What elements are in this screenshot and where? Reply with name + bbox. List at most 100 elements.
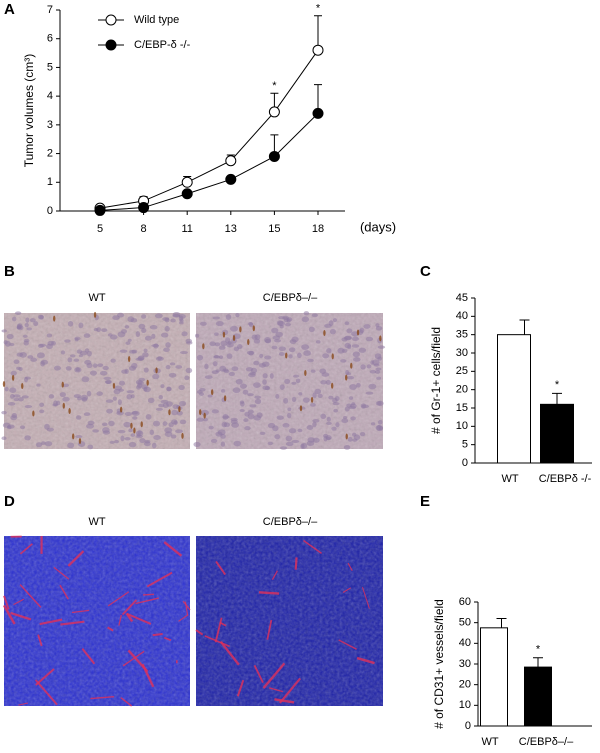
cell xyxy=(308,326,315,332)
cell xyxy=(64,339,71,343)
cell xyxy=(145,414,152,420)
cell xyxy=(301,442,308,449)
cell xyxy=(203,417,208,422)
micrograph-texture xyxy=(4,313,190,449)
cell xyxy=(121,369,128,374)
micrograph-texture xyxy=(196,536,383,706)
cell xyxy=(112,315,120,321)
cell xyxy=(152,373,160,380)
stain xyxy=(61,381,64,388)
cell xyxy=(301,316,309,323)
cell xyxy=(172,313,181,318)
cell xyxy=(326,416,331,422)
cell xyxy=(240,401,245,407)
cell xyxy=(131,362,138,369)
y-tick-label: 60 xyxy=(459,596,471,608)
panel-label: B xyxy=(4,263,15,280)
cell xyxy=(86,423,94,429)
vessel xyxy=(279,677,301,704)
cell xyxy=(267,441,274,446)
cell xyxy=(135,434,143,439)
cell xyxy=(119,349,128,353)
cell xyxy=(253,360,260,366)
cell xyxy=(170,318,176,323)
cell xyxy=(312,421,317,428)
cell xyxy=(230,417,238,422)
y-tick-label: 20 xyxy=(456,384,468,396)
cell xyxy=(283,397,289,404)
cell xyxy=(171,409,178,416)
legend-marker xyxy=(105,39,117,51)
cell xyxy=(302,397,310,403)
cell xyxy=(24,322,29,328)
cell xyxy=(152,420,160,427)
cell xyxy=(53,365,62,371)
cell xyxy=(143,348,148,353)
cell xyxy=(131,411,138,415)
cell xyxy=(92,429,99,433)
cell xyxy=(245,367,254,372)
stain xyxy=(222,331,226,338)
cell xyxy=(280,446,288,450)
cell xyxy=(164,427,173,434)
cell xyxy=(168,422,174,428)
vessel xyxy=(338,639,357,650)
cell xyxy=(39,402,45,407)
cell xyxy=(184,375,190,381)
cell xyxy=(269,373,274,379)
cell xyxy=(215,321,224,327)
cell xyxy=(18,397,24,402)
cell xyxy=(233,440,242,447)
cell xyxy=(228,371,235,377)
x-tick-label: 18 xyxy=(312,223,324,235)
cell xyxy=(110,358,116,363)
cell xyxy=(127,316,135,323)
cell xyxy=(204,375,213,380)
stain xyxy=(345,374,348,381)
cell xyxy=(126,393,133,400)
stain xyxy=(146,379,149,386)
cell xyxy=(337,347,345,354)
cell xyxy=(277,321,286,326)
cell xyxy=(372,359,380,366)
cell xyxy=(106,408,113,414)
cell xyxy=(149,324,158,330)
stain xyxy=(379,335,382,342)
cell xyxy=(22,334,28,338)
vessel xyxy=(146,571,173,588)
cell xyxy=(248,322,254,328)
vessel xyxy=(178,614,189,622)
cell xyxy=(275,394,280,399)
cell xyxy=(366,364,372,369)
vessel xyxy=(60,620,85,626)
cell xyxy=(117,429,126,434)
cell xyxy=(175,429,183,434)
stain xyxy=(181,432,184,439)
vessel xyxy=(236,679,245,697)
cell xyxy=(368,383,377,390)
line xyxy=(99,49,319,209)
cell xyxy=(272,335,281,340)
cell xyxy=(226,342,234,348)
cell xyxy=(307,358,314,363)
cell xyxy=(37,343,44,349)
stain xyxy=(285,352,288,359)
cell xyxy=(288,354,293,359)
marker xyxy=(225,173,237,185)
marker xyxy=(312,107,324,119)
cell xyxy=(326,421,332,425)
stain xyxy=(356,329,360,336)
cell xyxy=(259,431,266,435)
marker xyxy=(94,204,106,216)
cell xyxy=(163,347,170,352)
cell xyxy=(291,381,297,385)
cell xyxy=(207,394,213,398)
cell xyxy=(332,402,340,406)
cell xyxy=(291,396,297,402)
vessel xyxy=(2,604,16,625)
cell xyxy=(75,415,82,420)
cell xyxy=(222,368,229,372)
cell xyxy=(23,340,29,346)
cell xyxy=(62,383,70,388)
y-tick-label: 5 xyxy=(462,439,468,451)
